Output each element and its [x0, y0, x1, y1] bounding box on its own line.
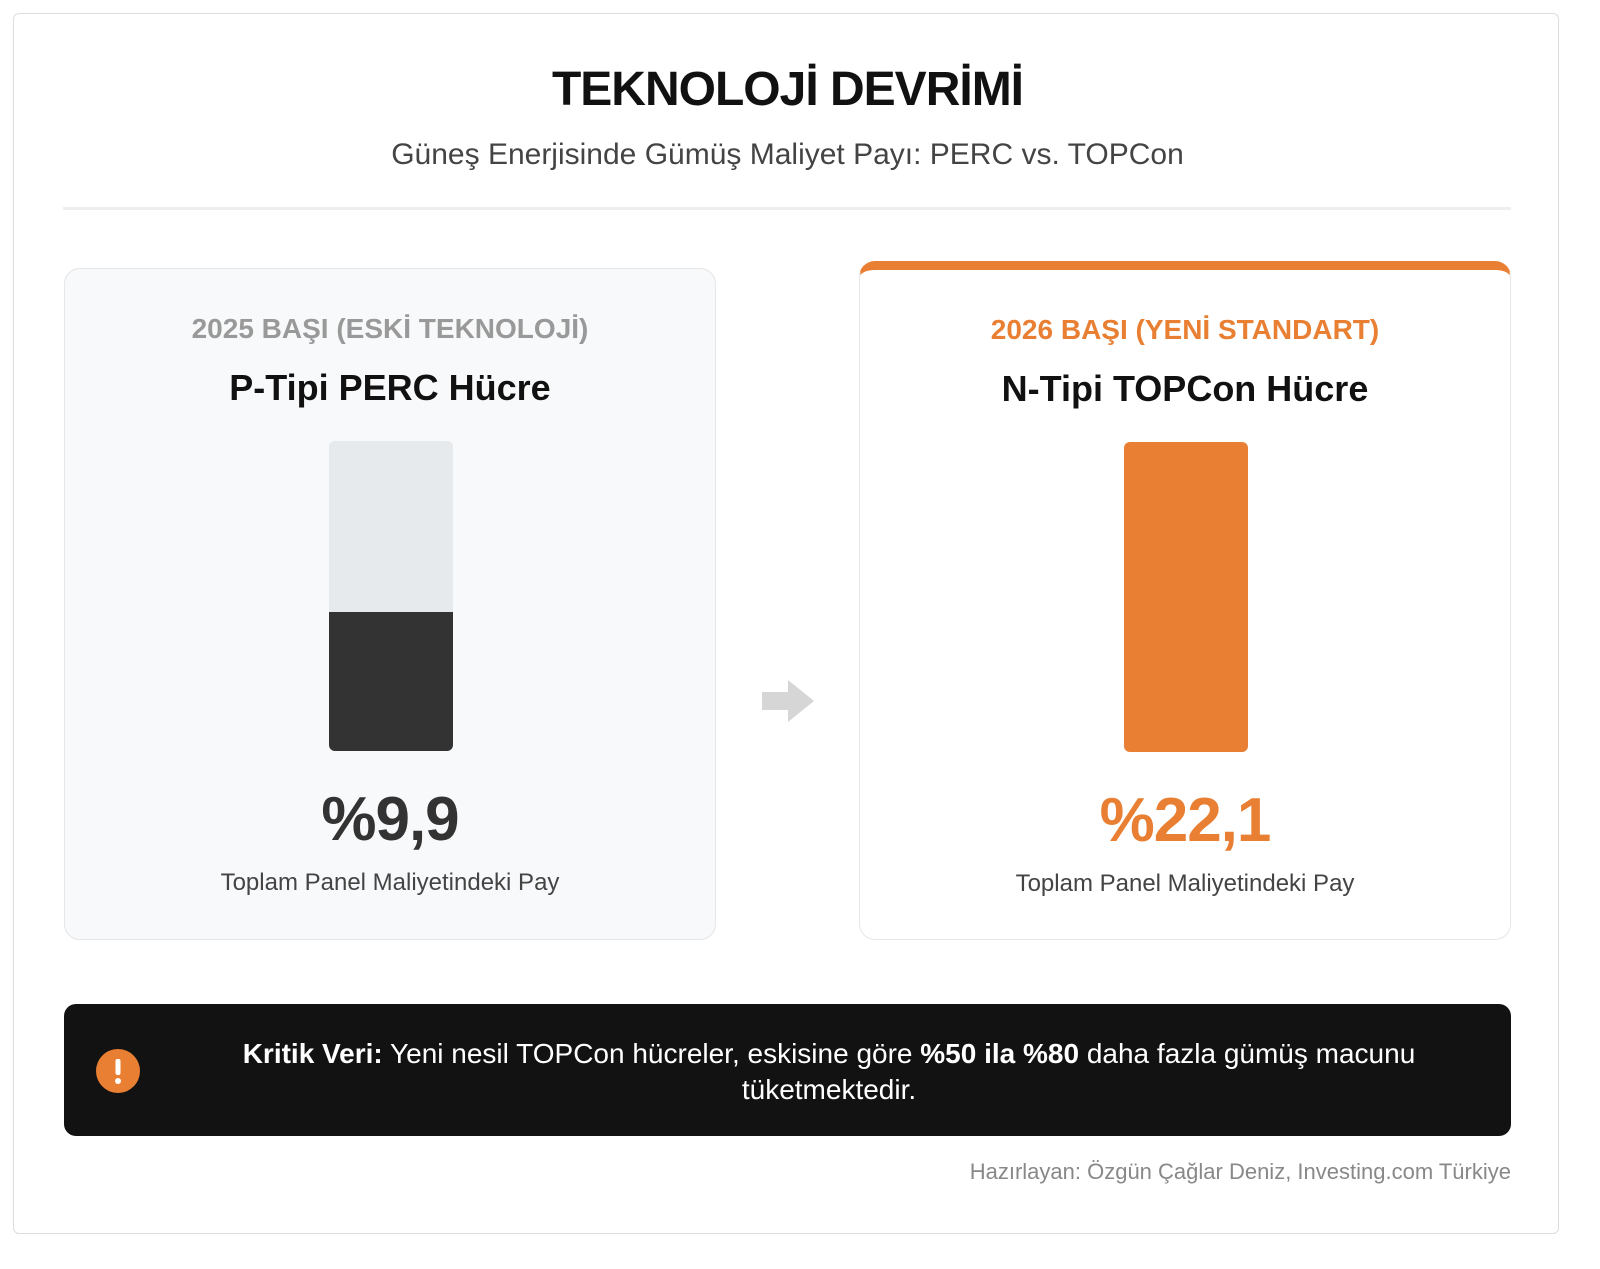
callout-segment: daha fazla gümüş macunu tüketmektedir.: [741, 1038, 1424, 1105]
value-label: %22,1: [1099, 786, 1272, 855]
cell-name: P-Tipi PERC Hücre: [229, 367, 551, 408]
card: 2025 BAŞI (ESKİ TEKNOLOJİ) P-Tipi PERC Hü…: [64, 268, 716, 940]
credit: Hazırlayan: Özgün Çağlar Deniz, Investin…: [969, 1159, 1511, 1184]
bar-track: [329, 441, 453, 751]
period-label: 2026 BAŞI (YENİ STANDART): [990, 314, 1380, 345]
title: TEKNOLOJİ DEVRİMİ: [551, 63, 1024, 116]
callout-segment: Kritik Veri:: [242, 1038, 383, 1069]
bar: [329, 612, 453, 751]
alert-icon: [96, 1049, 140, 1093]
callout-segment: Yeni nesil TOPCon hücreler, eskisine gör…: [382, 1038, 921, 1069]
callout: Kritik Veri: Yeni nesil TOPCon hücreler,…: [64, 1004, 1511, 1136]
bar: [1124, 442, 1248, 752]
bar-track: [1124, 442, 1248, 752]
subtitle: Güneş Enerjisinde Gümüş Maliyet Payı: PE…: [391, 138, 1184, 171]
arrow: [762, 680, 814, 722]
caption: Toplam Panel Maliyetindeki Pay: [1015, 870, 1355, 897]
callout-text: Kritik Veri: Yeni nesil TOPCon hücreler,…: [174, 1036, 1484, 1108]
period-label: 2025 BAŞI (ESKİ TEKNOLOJİ): [191, 313, 589, 344]
cell-name: N-Tipi TOPCon Hücre: [1001, 368, 1369, 409]
caption: Toplam Panel Maliyetindeki Pay: [220, 869, 560, 896]
frame: [13, 13, 1559, 1234]
card: 2026 BAŞI (YENİ STANDART) N-Tipi TOPCon H…: [859, 261, 1511, 940]
callout-segment: %50 ila %80: [920, 1038, 1080, 1069]
value-label: %9,9: [321, 785, 459, 854]
divider: [63, 207, 1511, 210]
